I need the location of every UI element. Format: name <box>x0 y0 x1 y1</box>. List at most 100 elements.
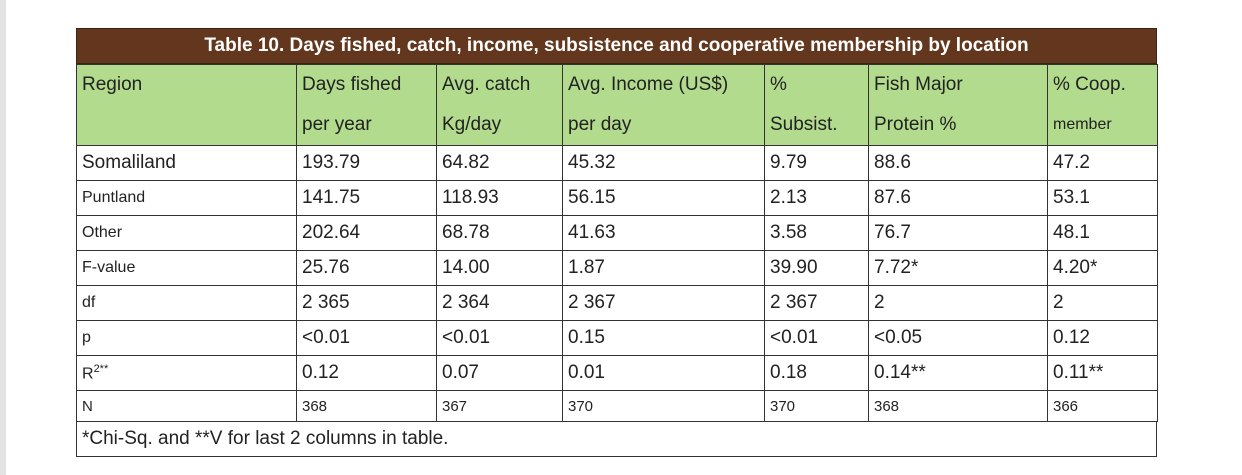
column-header: % Coop. member <box>1047 64 1158 146</box>
table-cell: 4.20* <box>1047 250 1158 286</box>
table-row: Somaliland 193.79 64.82 45.32 9.79 88.6 47.2 <box>76 145 1158 181</box>
cell-text: 76.7 <box>874 222 911 243</box>
table-cell: <0.01 <box>764 320 869 356</box>
cell-text: 0.07 <box>442 362 479 383</box>
cell-text: Somaliland <box>82 152 176 173</box>
cell-text: 202.64 <box>302 222 361 243</box>
table-row: Other 202.64 68.78 41.63 3.58 76.7 48.1 <box>76 215 1158 251</box>
column-header: Avg. catch Kg/day <box>436 64 563 146</box>
table-cell: <0.01 <box>436 320 563 356</box>
column-header: Fish Major Protein % <box>868 64 1048 146</box>
cell-text: 367 <box>442 397 468 415</box>
table-cell: F-value <box>76 250 297 286</box>
table-cell: 193.79 <box>296 145 437 181</box>
cell-text: 0.14** <box>874 362 926 383</box>
cell-text: <0.01 <box>302 327 351 348</box>
table-cell: 68.78 <box>436 215 563 251</box>
cell-text: 368 <box>302 397 328 415</box>
header-line-1: % <box>770 74 787 95</box>
cell-text: 2 <box>1053 292 1064 313</box>
table-cell: Other <box>76 215 297 251</box>
cell-text: 87.6 <box>874 187 911 208</box>
table-cell: 141.75 <box>296 180 437 216</box>
cell-text: 118.93 <box>442 187 499 208</box>
table-cell: 14.00 <box>436 250 563 286</box>
table-cell: 118.93 <box>436 180 563 216</box>
header-line-1: Avg. catch <box>442 74 531 95</box>
table-cell: 48.1 <box>1047 215 1158 251</box>
table-cell: <0.01 <box>296 320 437 356</box>
cell-text: <0.05 <box>874 327 923 348</box>
table-cell: 2 367 <box>562 285 765 321</box>
table-cell: 9.79 <box>764 145 869 181</box>
table-cell: 0.11** <box>1047 355 1158 391</box>
table-cell: 41.63 <box>562 215 765 251</box>
cell-text: 47.2 <box>1053 152 1090 173</box>
header-line-2: member <box>1053 116 1112 133</box>
superscript: 2** <box>93 362 109 375</box>
cell-text: 4.20* <box>1053 257 1098 278</box>
header-line-2: Subsist. <box>770 114 838 135</box>
cell-text: Puntland <box>82 189 146 206</box>
cell-text: 368 <box>874 397 900 415</box>
header-line-1: Region <box>82 74 143 95</box>
table-cell: N <box>76 390 297 422</box>
table-cell: 88.6 <box>868 145 1048 181</box>
table-cell: 2 367 <box>764 285 869 321</box>
table-row: df 2 365 2 364 2 367 2 367 2 2 <box>76 285 1158 321</box>
data-table: Region Days fished per year Avg. catch Kg/da… <box>76 64 1158 422</box>
table-cell: 7.72* <box>868 250 1048 286</box>
cell-text: <0.01 <box>442 327 491 348</box>
cell-text: 68.78 <box>442 222 490 243</box>
cell-text: 0.12 <box>302 362 339 383</box>
cell-text: F-value <box>82 259 136 276</box>
cell-text: 14.00 <box>442 257 490 278</box>
table-cell: 0.18 <box>764 355 869 391</box>
table-cell: 2 <box>868 285 1048 321</box>
cell-text: 7.72* <box>874 257 919 278</box>
table-cell: 368 <box>296 390 437 422</box>
cell-text: 0.15 <box>568 327 605 348</box>
cell-text: 1.87 <box>568 257 605 278</box>
cell-text: Other <box>82 224 123 241</box>
cell-text: 0.18 <box>770 362 807 383</box>
table-cell: 2 365 <box>296 285 437 321</box>
cell-text: 45.32 <box>568 152 616 173</box>
cell-text: 41.63 <box>568 222 616 243</box>
table-cell: 366 <box>1047 390 1158 422</box>
cell-text: 2.13 <box>770 187 807 208</box>
column-header: Days fished per year <box>296 64 437 146</box>
table-10: Table 10. Days fished, catch, income, su… <box>76 28 1158 457</box>
cell-text: 2 365 <box>302 292 350 313</box>
cell-text: 3.58 <box>770 222 807 243</box>
cell-text: 2 367 <box>568 292 616 313</box>
table-cell: R2** <box>76 355 297 391</box>
cell-text: 9.79 <box>770 152 807 173</box>
table-cell: Puntland <box>76 180 297 216</box>
table-cell: 202.64 <box>296 215 437 251</box>
table-cell: 2 <box>1047 285 1158 321</box>
table-cell: 0.01 <box>562 355 765 391</box>
table-cell: 1.87 <box>562 250 765 286</box>
cell-text: p <box>82 329 91 346</box>
cell-text: 0.12 <box>1053 327 1090 348</box>
column-header: Avg. Income (US$) per day <box>562 64 765 146</box>
cell-text: 193.79 <box>302 152 361 173</box>
table-cell: 0.15 <box>562 320 765 356</box>
table-cell: <0.05 <box>868 320 1048 356</box>
table-cell: 2.13 <box>764 180 869 216</box>
cell-text: 2 367 <box>770 292 818 313</box>
table-row: Puntland 141.75 118.93 56.15 2.13 87.6 53.1 <box>76 180 1158 216</box>
table-cell: 64.82 <box>436 145 563 181</box>
table-cell: 45.32 <box>562 145 765 181</box>
cell-text: 88.6 <box>874 152 911 173</box>
table-cell: 56.15 <box>562 180 765 216</box>
cell-text: 2 <box>874 292 885 313</box>
table-row: N 368 367 370 370 368 366 <box>76 390 1158 422</box>
table-cell: df <box>76 285 297 321</box>
cell-text: 370 <box>770 397 796 415</box>
table-row: p <0.01 <0.01 0.15 <0.01 <0.05 0.12 <box>76 320 1158 356</box>
header-row: Region Days fished per year Avg. catch Kg/da… <box>76 64 1158 146</box>
table-cell: 39.90 <box>764 250 869 286</box>
cell-text: 2 364 <box>442 292 490 313</box>
